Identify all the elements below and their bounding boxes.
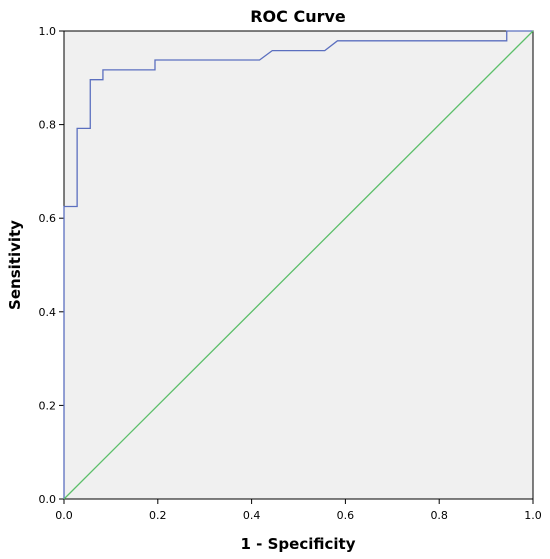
x-axis-title: 1 - Specificity <box>241 535 356 553</box>
y-tick-label: 0.0 <box>39 493 57 506</box>
series-layer <box>63 30 534 500</box>
y-tick-label: 0.2 <box>39 399 57 412</box>
x-tick-label: 1.0 <box>524 509 542 522</box>
y-axis-ticks: 0.0 0.2 0.4 0.6 0.8 1.0 <box>39 25 64 506</box>
x-tick-label: 0.8 <box>430 509 448 522</box>
x-tick-label: 0.0 <box>55 509 73 522</box>
x-tick-label: 0.4 <box>243 509 261 522</box>
reference-diagonal-line <box>63 30 534 500</box>
y-axis-title: Sensitivity <box>6 220 24 310</box>
y-tick-label: 0.4 <box>39 306 57 319</box>
y-tick-label: 0.8 <box>39 119 57 132</box>
y-tick-label: 0.6 <box>39 212 57 225</box>
x-tick-label: 0.6 <box>337 509 355 522</box>
y-tick-label: 1.0 <box>39 25 57 38</box>
x-axis-ticks: 0.0 0.2 0.4 0.6 0.8 1.0 <box>55 499 542 522</box>
x-tick-label: 0.2 <box>149 509 167 522</box>
chart-title: ROC Curve <box>250 7 346 26</box>
roc-curve-line <box>63 30 533 499</box>
